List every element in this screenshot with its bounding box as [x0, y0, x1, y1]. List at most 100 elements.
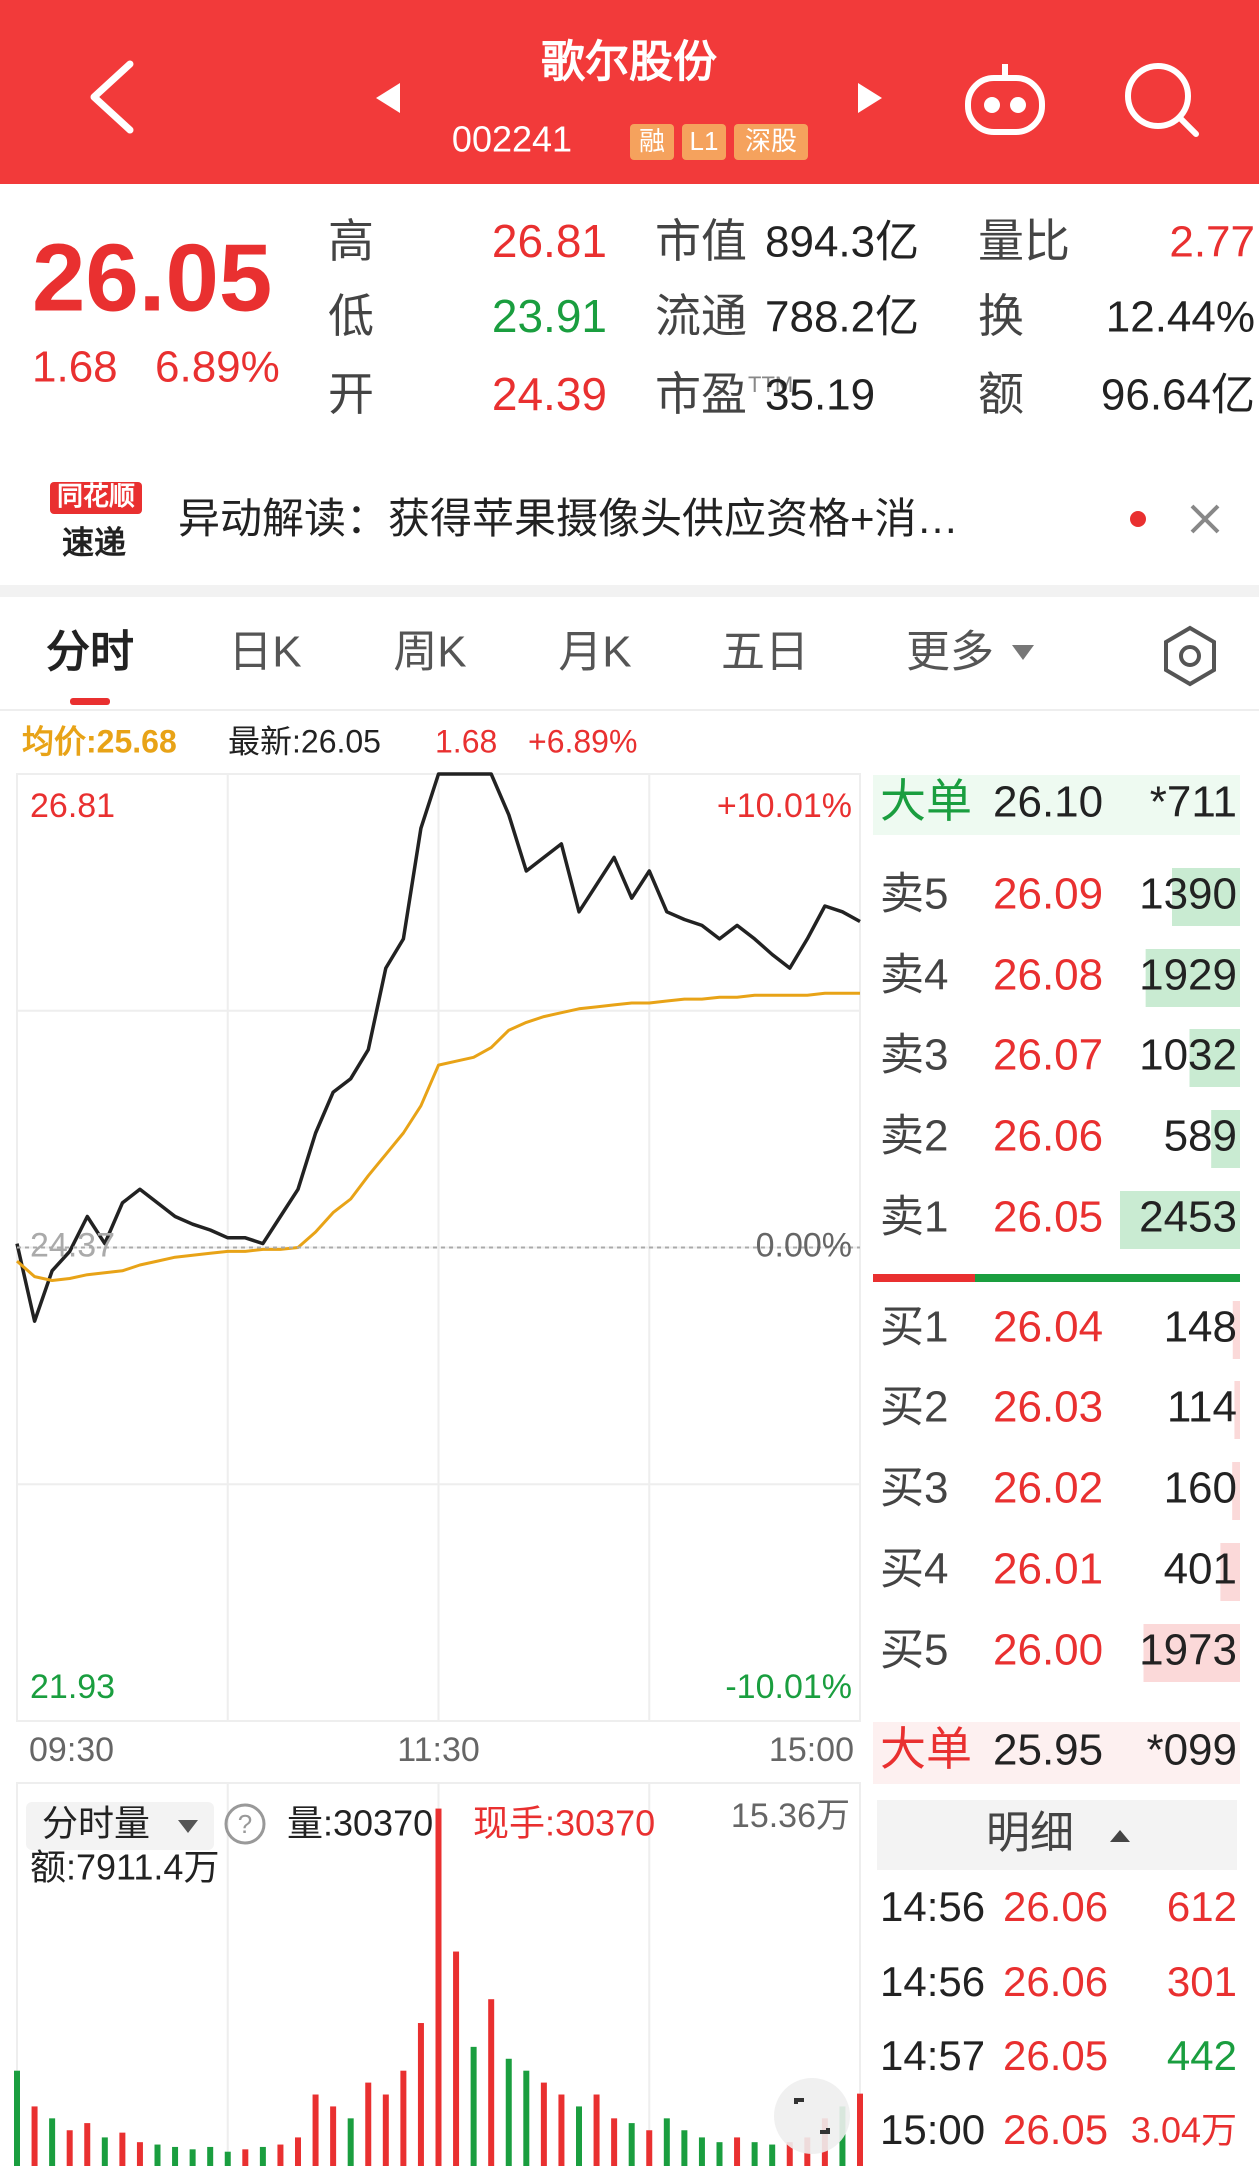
detail-title: 明细 — [986, 1809, 1074, 1858]
close-news[interactable] — [1190, 504, 1220, 534]
level-volume: 1973 — [1139, 1626, 1237, 1675]
y-tick-label: 21.93 — [30, 1668, 115, 1706]
volume-bar — [84, 2123, 91, 2166]
info-change: 1.68 — [435, 723, 497, 759]
volume-selector[interactable] — [26, 1802, 214, 1850]
stat-value: 12.44% — [1106, 293, 1255, 342]
volume-bar — [224, 2151, 231, 2166]
volume-bar — [295, 2137, 301, 2166]
trade-volume: 3.04万 — [1131, 2110, 1237, 2151]
volume-bar — [488, 1999, 495, 2166]
trade-price: 26.06 — [1003, 1883, 1108, 1930]
level-label: 买5 — [880, 1626, 948, 1675]
help-mark: ? — [238, 1809, 252, 1839]
x-tick-label: 11:30 — [397, 1731, 480, 1769]
news-logo-top: 同花顺 — [57, 481, 135, 511]
robot-icon[interactable] — [965, 64, 1045, 135]
level-volume: 1929 — [1139, 951, 1237, 1000]
news-text[interactable]: 异动解读：获得苹果摄像头供应资格+消… — [178, 495, 959, 542]
level-label: 卖1 — [880, 1193, 948, 1242]
expand-icon — [794, 2098, 830, 2134]
stat-value: 24.39 — [492, 368, 607, 420]
volume-annotation: 额:7911.4万 — [30, 1847, 219, 1888]
tab[interactable]: 日K — [228, 628, 301, 677]
volume-bar — [611, 2118, 618, 2166]
volume-bar — [31, 2106, 38, 2166]
tag-badge — [682, 124, 726, 160]
volume-bar — [593, 2094, 600, 2166]
level-price: 26.01 — [993, 1545, 1103, 1594]
tab[interactable]: 周K — [393, 628, 466, 677]
expand-button[interactable] — [774, 2078, 850, 2154]
volume-bar — [646, 2130, 653, 2166]
big-label: 大单 — [880, 775, 972, 827]
volume-title: 分时量 — [42, 1803, 150, 1844]
stat-label: 高 — [328, 215, 374, 267]
level-volume: 1390 — [1139, 870, 1237, 919]
tag: L1 — [690, 126, 719, 156]
volume-bar — [558, 2094, 565, 2166]
top-bar — [0, 0, 1259, 184]
tab[interactable]: 五日 — [721, 628, 809, 677]
price-line — [15, 772, 861, 1323]
volume-bar — [505, 2058, 512, 2166]
info-change-pct: +6.89% — [528, 723, 637, 759]
big-sell-bg — [873, 775, 1240, 835]
news-logo-band — [50, 482, 142, 514]
big-volume: *711 — [1150, 778, 1237, 827]
volume-bar — [470, 2046, 477, 2166]
volume-bar — [259, 2146, 266, 2166]
stat-value: 2.77 — [1169, 218, 1255, 267]
volume-bar — [66, 2130, 73, 2166]
detail-header[interactable] — [877, 1800, 1237, 1870]
volume-bar — [365, 2082, 372, 2166]
settings-icon[interactable] — [1164, 625, 1216, 687]
next-stock[interactable] — [858, 83, 882, 113]
volume-bar — [172, 2146, 179, 2166]
volume-bar — [400, 2070, 407, 2166]
depth-bar — [1120, 1191, 1240, 1249]
help-icon[interactable] — [224, 1803, 266, 1845]
y2-tick-label: 0.00% — [756, 1226, 852, 1264]
volume-bar — [347, 2118, 354, 2166]
level-price: 26.07 — [993, 1031, 1103, 1080]
depth-bar — [1232, 1462, 1240, 1520]
volume-bar — [734, 2137, 741, 2166]
trade-price: 26.05 — [1003, 2106, 1108, 2153]
trade-price: 26.06 — [1003, 1958, 1108, 2005]
stat-label: 流通 — [655, 290, 747, 342]
search-icon[interactable] — [1125, 63, 1199, 137]
y2-tick-label: -10.01% — [725, 1668, 852, 1706]
depth-bar — [1232, 1301, 1240, 1359]
prev-stock[interactable] — [376, 83, 400, 113]
volume-bar — [523, 2070, 530, 2166]
level-price: 26.04 — [993, 1303, 1103, 1352]
level-price: 26.02 — [993, 1464, 1103, 1513]
tab[interactable]: 更多 — [906, 628, 994, 677]
volume-bar — [786, 2142, 793, 2166]
tag-badge — [630, 124, 674, 160]
volume-annotation: 现手:30370 — [473, 1803, 655, 1844]
tab[interactable]: 分时 — [46, 628, 134, 677]
volume-bar — [681, 2130, 688, 2166]
level-price: 26.08 — [993, 951, 1103, 1000]
volume-bar — [14, 2070, 20, 2166]
volume-bar — [154, 2144, 161, 2166]
last-price: 26.05 — [32, 224, 272, 331]
depth-bar — [1211, 1110, 1240, 1168]
back-button[interactable] — [90, 60, 134, 134]
stat-label: 市值 — [655, 215, 747, 267]
stat-label: 低 — [328, 290, 374, 342]
level-label: 卖3 — [880, 1031, 948, 1080]
avg-line — [16, 991, 860, 1282]
volume-bar — [417, 2023, 424, 2166]
y-tick-label: 26.81 — [30, 787, 115, 825]
unread-dot — [1130, 511, 1146, 527]
volume-bar — [207, 2146, 214, 2166]
volume-bar — [277, 2144, 284, 2166]
volume-bar — [136, 2142, 143, 2166]
tab[interactable]: 月K — [558, 628, 631, 677]
depth-bar — [1220, 1543, 1240, 1601]
